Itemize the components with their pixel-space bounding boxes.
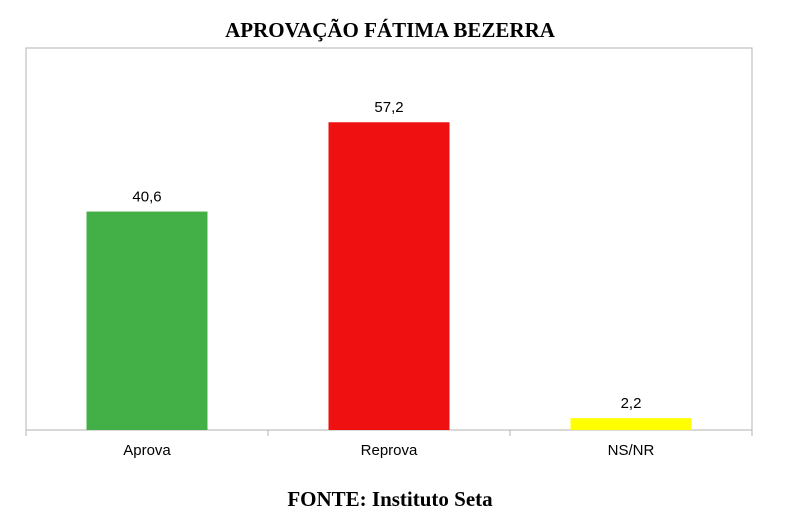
value-label: 57,2 — [374, 99, 403, 116]
x-tick-label: Reprova — [361, 442, 418, 459]
bar — [86, 211, 208, 430]
x-tick-label: NS/NR — [608, 442, 655, 459]
chart-title: APROVAÇÃO FÁTIMA BEZERRA — [225, 18, 556, 42]
source-note: FONTE: Instituto Seta — [287, 487, 493, 511]
bar — [328, 122, 450, 430]
value-label: 40,6 — [132, 189, 161, 206]
bar — [570, 418, 692, 430]
value-label: 2,2 — [621, 395, 642, 412]
x-tick-label: Aprova — [123, 442, 171, 459]
